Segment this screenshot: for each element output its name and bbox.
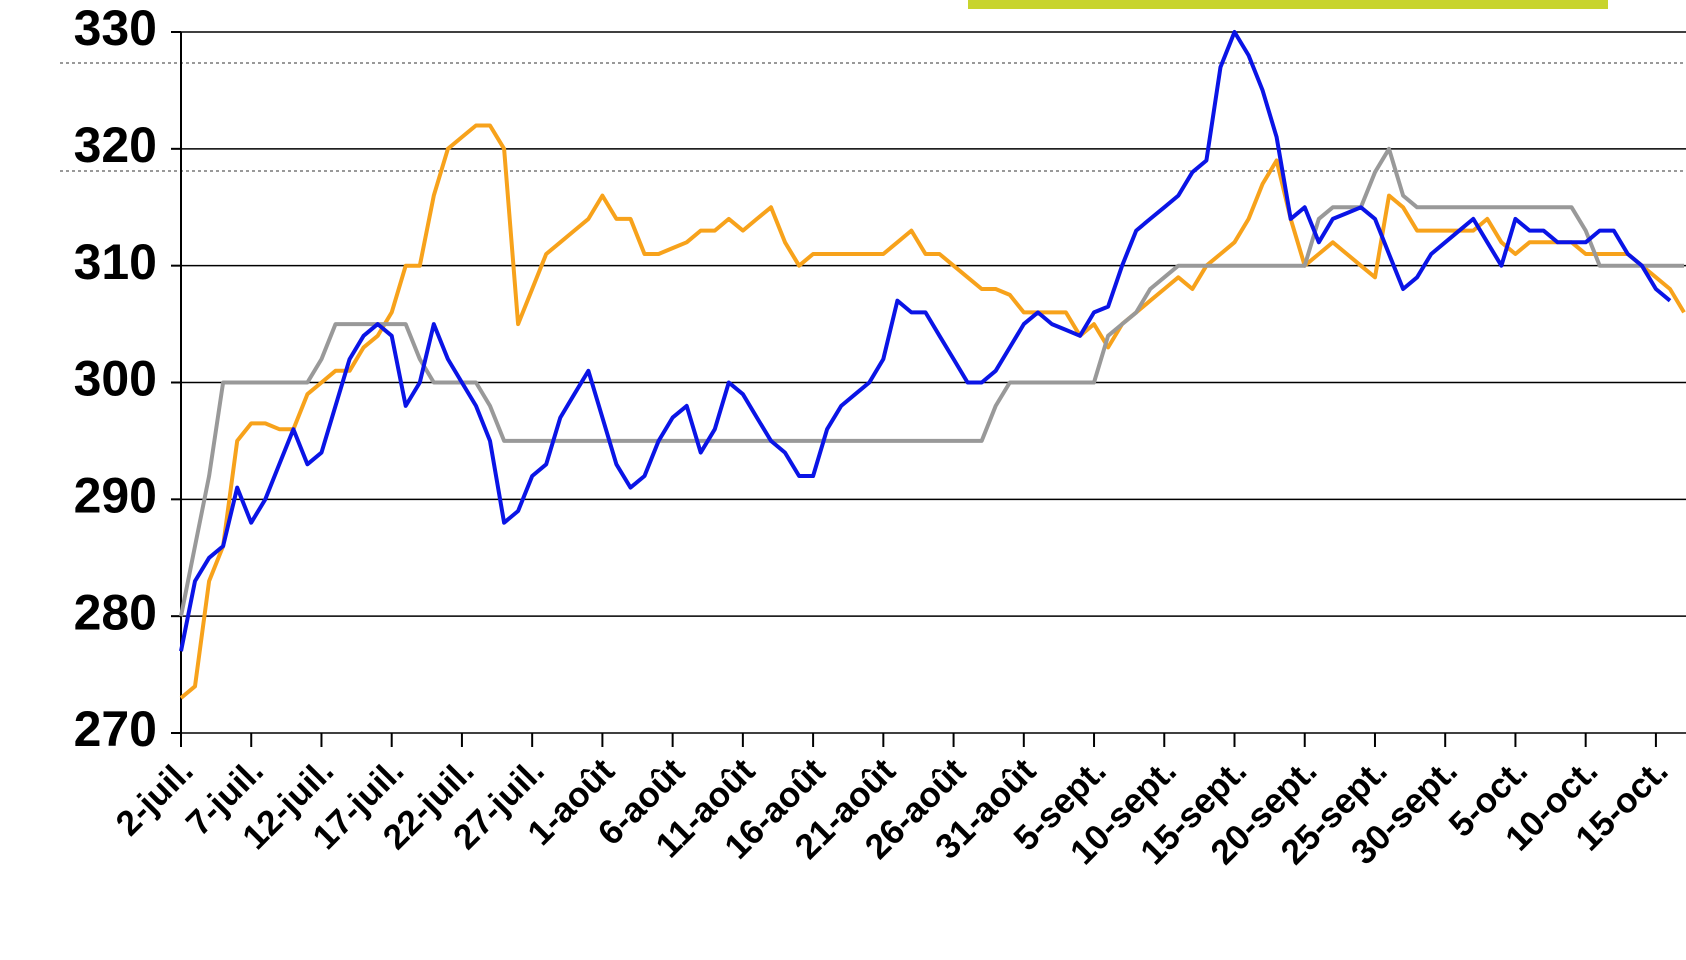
y-tick-label: 290 [74, 468, 157, 524]
series-line [179, 123, 1686, 700]
x-tick-label: 2-juil. [108, 751, 200, 843]
series-line [179, 146, 1684, 617]
y-tick-label: 280 [74, 584, 157, 640]
series-line [179, 30, 1672, 652]
decor-bar [968, 0, 1608, 9]
y-tick-label: 300 [74, 351, 157, 407]
y-tick-label: 320 [74, 117, 157, 173]
y-tick-label: 270 [74, 701, 157, 757]
y-tick-label: 330 [74, 0, 157, 56]
y-tick-label: 310 [74, 234, 157, 290]
